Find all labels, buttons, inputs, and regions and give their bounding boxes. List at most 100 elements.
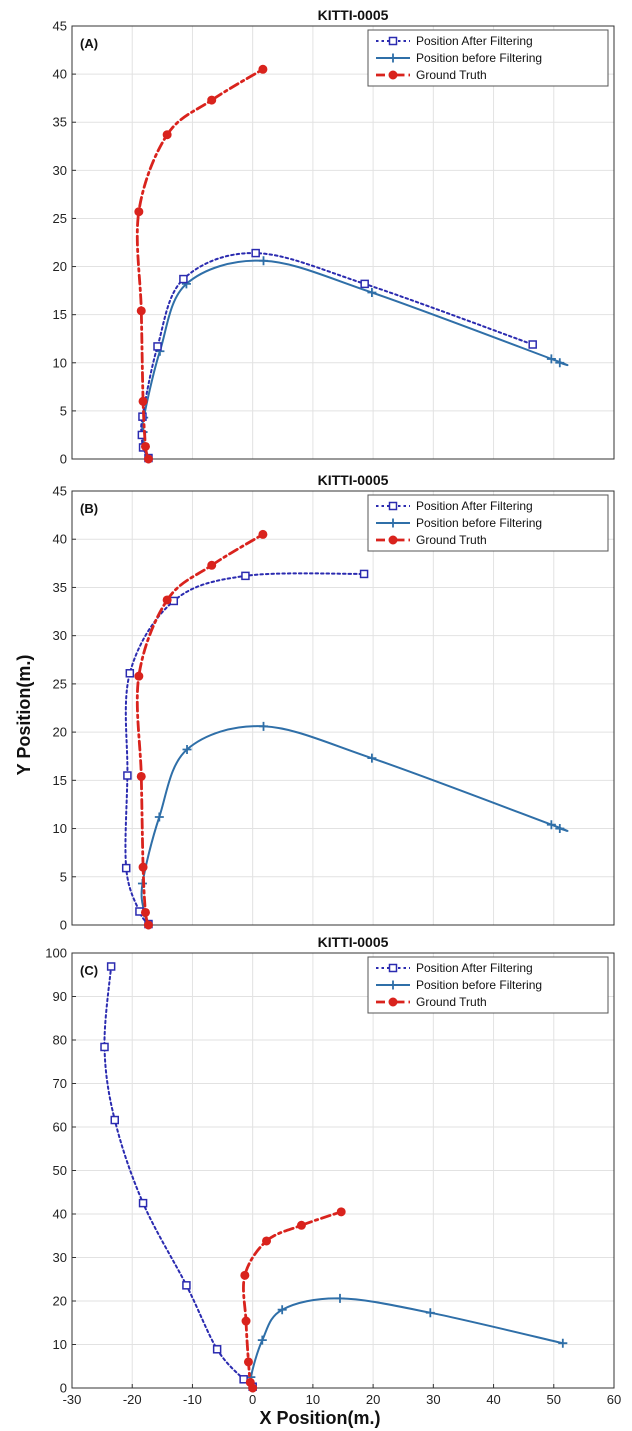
y-tick-label: 90 [53,989,67,1004]
y-tick-label: 70 [53,1076,67,1091]
y-tick-label: 0 [60,1381,67,1396]
series-ground-truth [135,67,265,459]
plot-frame [71,25,615,460]
data-point [241,571,250,581]
data-point [251,248,260,258]
series-line [135,533,265,925]
data-point [140,441,150,451]
legend-swatch-marker [388,70,398,80]
chart-panel-1: 0 5 10 15 20 25 30 35 40 45 KITTI-0005 (A) Position … [53,7,615,467]
data-point [335,1293,345,1303]
data-point [359,569,369,579]
y-tick-label: 45 [53,19,67,34]
data-point [138,1198,148,1208]
legend-entry: Position before Filtering [416,978,542,992]
x-axis-label: X Position(m.) [260,1408,381,1428]
data-point [425,1308,435,1318]
data-point [125,669,135,678]
data-point [259,256,269,266]
data-point [100,1042,109,1052]
x-tick-label: 60 [607,1392,621,1407]
legend-entry: Position before Filtering [416,51,542,65]
x-tick-label: 40 [486,1392,500,1407]
legend: Position After Filtering Position before … [367,29,609,87]
series-markers [240,1207,346,1393]
data-point [367,288,377,298]
data-point [179,274,188,284]
data-point [154,812,164,822]
data-point [212,1345,222,1354]
legend-entry: Position After Filtering [416,34,533,48]
series-line [135,67,265,459]
plot-area [72,491,614,925]
panel-title: KITTI-0005 [318,7,389,23]
data-point [110,1115,120,1125]
data-point [243,1357,253,1367]
legend-entry: Position After Filtering [416,961,533,975]
y-tick-label: 30 [53,163,67,178]
data-point [277,1305,287,1315]
y-tick-label: 40 [53,67,67,82]
legend: Position After Filtering Position before … [367,494,609,552]
panel-label: (C) [80,963,98,978]
x-tick-label: 20 [366,1392,380,1407]
y-tick-label: 80 [53,1033,67,1048]
data-point [546,354,556,364]
series-markers [134,529,268,930]
y-axis-label: Y Position(m.) [14,655,34,776]
y-tick-label: 30 [53,628,67,643]
y-tick-label: 5 [60,403,67,418]
data-point [136,306,146,316]
data-point [138,862,148,872]
series-markers [100,962,257,1391]
data-point [259,721,269,731]
chart-panel-3: 0 10 20 30 40 50 60 70 80 90 100 -30 -20 -10 0 10 20 30 40… [45,934,621,1407]
data-point [162,595,172,605]
y-tick-label: 100 [45,946,67,961]
legend-entry: Position before Filtering [416,516,542,530]
y-tick-label: 40 [53,1207,67,1222]
y-tick-label: 0 [60,918,67,933]
legend-swatch-marker [388,518,398,528]
y-tick-label: 30 [53,1250,67,1265]
series-line [103,965,254,1388]
data-point [296,1220,306,1230]
plot-frame [71,490,615,926]
data-point [134,671,144,681]
data-point [241,1316,251,1326]
panel-title: KITTI-0005 [318,934,389,950]
data-point [555,824,565,834]
data-point [528,340,537,349]
legend-swatch-marker [388,501,398,511]
y-tick-label: 0 [60,452,67,467]
y-tick-label: 60 [53,1120,67,1135]
plot-area [72,26,614,459]
series-ground-truth [135,533,265,925]
y-tick-label: 45 [53,484,67,499]
y-tick-label: 10 [53,1337,67,1352]
data-point [258,529,268,539]
data-point [336,1207,346,1217]
y-tick-label: 20 [53,725,67,740]
data-point [258,64,268,74]
x-tick-label: 30 [426,1392,440,1407]
data-point [558,1338,568,1348]
data-point [143,454,153,464]
legend-entry: Ground Truth [416,533,487,547]
panel-title: KITTI-0005 [318,472,389,488]
x-tick-label: -10 [183,1392,202,1407]
data-point [257,1335,267,1345]
legend-swatch-marker [388,535,398,545]
data-point [546,820,556,830]
data-point [134,207,144,217]
data-point [182,1281,191,1290]
y-tick-label: 25 [53,211,67,226]
data-point [207,560,217,570]
chart-panel-2: 0 5 10 15 20 25 30 35 40 45 KITTI-0005 (B) Position … [53,472,615,933]
data-point [245,1377,255,1387]
x-tick-label: 0 [249,1392,256,1407]
y-tick-label: 20 [53,259,67,274]
y-tick-label: 35 [53,580,67,595]
series-line [140,725,569,925]
